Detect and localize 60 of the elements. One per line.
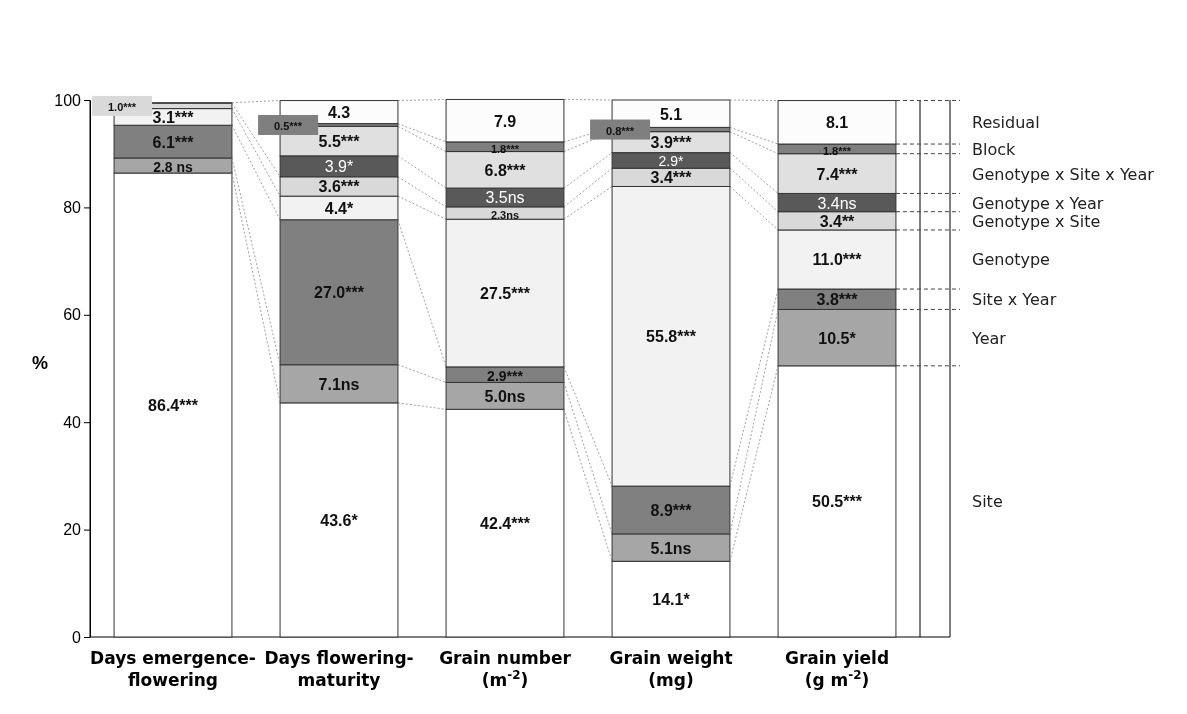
data-label: 3.6*** [318, 178, 361, 196]
data-label: 50.5*** [812, 493, 863, 511]
y-tick-label: 0 [72, 628, 82, 646]
data-label: 42.4*** [480, 515, 531, 533]
data-label: 3.9*** [650, 134, 693, 152]
data-label: 43.6* [320, 511, 359, 529]
data-label: 7.4*** [816, 165, 859, 183]
data-label: 5.1 [659, 105, 683, 123]
text: Genotype x Year [972, 193, 1104, 213]
data-label: 10.5* [818, 329, 857, 347]
text: Genotype x Site [972, 211, 1101, 231]
data-label: 14.1* [652, 591, 691, 609]
data-label: 3.8*** [816, 291, 859, 309]
data-label: 6.1*** [152, 133, 195, 151]
data-label: 27.5*** [480, 285, 531, 303]
text: Site x Year [972, 290, 1057, 310]
data-label: 8.1 [825, 114, 849, 132]
data-label: 8.9*** [650, 502, 693, 519]
data-label: 3.4*** [650, 169, 693, 187]
y-tick-label: 60 [63, 306, 82, 324]
data-label: 3.9* [324, 158, 354, 176]
data-label: 2.9*** [487, 367, 524, 384]
x-tick-label: Days flowering-maturity [264, 648, 414, 690]
data-label: 86.4*** [148, 397, 199, 415]
y-tick-label: 20 [63, 521, 82, 539]
data-label: 4.4* [324, 199, 355, 217]
data-label: 0.5*** [274, 119, 303, 132]
text: Block [972, 139, 1017, 159]
data-label: 3.4** [819, 212, 856, 230]
text: Year [971, 328, 1007, 348]
data-label: 3.1*** [152, 108, 195, 126]
y-tick-label: 100 [54, 91, 82, 109]
data-label: 3.5ns [485, 189, 525, 207]
text: Site [972, 492, 1003, 512]
data-label: 2.8 ns [153, 158, 194, 175]
y-tick-label: 80 [63, 199, 82, 217]
data-label: 2.3ns [490, 209, 520, 222]
data-label: 7.1ns [318, 375, 360, 393]
data-label: 4.3 [327, 104, 351, 122]
data-label: 0.8*** [606, 124, 635, 137]
data-label: 3.4ns [817, 194, 857, 212]
x-tick-label: Days emergence-flowering [90, 648, 256, 690]
y-axis-title: % [31, 352, 49, 373]
text: Genotype x Site x Year [972, 164, 1155, 184]
data-label: 5.0ns [484, 387, 526, 405]
data-label: 5.5*** [318, 133, 361, 151]
x-tick-label: Grain number (m$^{-2}$) [439, 648, 572, 690]
x-tick-label: Grain weight (mg) [609, 648, 733, 690]
y-tick-label: 40 [63, 413, 82, 431]
data-label: 7.9 [493, 112, 517, 130]
data-label: 5.1ns [650, 539, 692, 557]
data-label: 27.0*** [314, 284, 365, 302]
data-label: 1.0*** [108, 100, 137, 113]
text: Genotype [972, 250, 1050, 270]
data-label: 11.0*** [812, 251, 863, 269]
data-label: 55.8*** [646, 328, 697, 346]
x-tick-label: Grain yield (g m$^{-2}$) [784, 648, 890, 690]
data-label: 6.8*** [484, 161, 527, 179]
text: Residual [972, 113, 1040, 133]
data-label: 2.9* [658, 153, 684, 170]
